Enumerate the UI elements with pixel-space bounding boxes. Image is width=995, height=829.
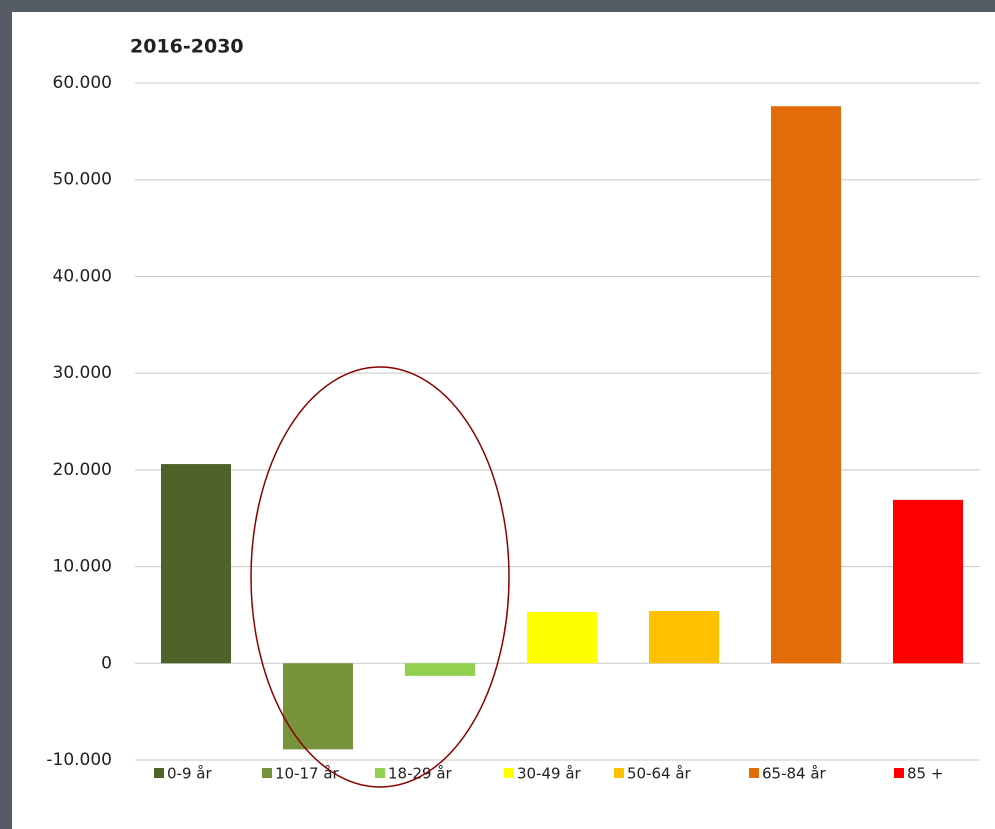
legend-label: 18-29 år [388,765,453,783]
bar [893,499,963,664]
chart-panel [12,12,995,829]
legend-swatch [504,768,514,778]
bar [283,663,353,750]
legend-label: 85 + [907,765,943,783]
legend-swatch [614,768,624,778]
y-tick-label: -10.000 [46,750,112,770]
y-tick-label: 10.000 [53,557,112,577]
bar [161,464,231,664]
legend-swatch [375,768,385,778]
legend-swatch [262,768,272,778]
y-tick-label: 50.000 [53,170,112,190]
bar [649,611,719,664]
annotation-ellipse [250,366,510,788]
y-tick-label: 0 [101,653,112,673]
bar [771,106,841,664]
legend-label: 65-84 år [762,765,827,783]
y-tick-label: 30.000 [53,363,112,383]
bar [527,612,597,664]
legend-swatch [154,768,164,778]
legend-label: 10-17 år [275,765,340,783]
legend-label: 0-9 år [167,765,212,783]
y-tick-label: 40.000 [53,266,112,286]
legend-swatch [749,768,759,778]
bar [405,663,475,676]
legend-label: 50-64 år [627,765,692,783]
y-tick-label: 60.000 [53,73,112,93]
y-tick-label: 20.000 [53,460,112,480]
legend-label: 30-49 år [517,765,582,783]
legend-swatch [894,768,904,778]
chart-title: 2016-2030 [130,36,244,58]
